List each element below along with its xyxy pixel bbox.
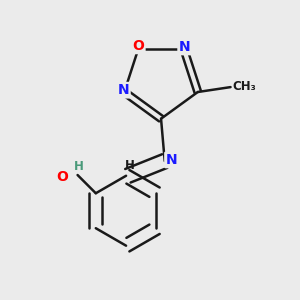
Text: N: N [118,83,129,97]
Text: O: O [132,39,144,53]
Text: H: H [74,160,84,173]
Text: N: N [179,40,190,54]
Text: N: N [166,153,177,167]
Text: CH₃: CH₃ [232,80,256,93]
Text: H: H [125,159,135,172]
Text: O: O [56,170,68,184]
